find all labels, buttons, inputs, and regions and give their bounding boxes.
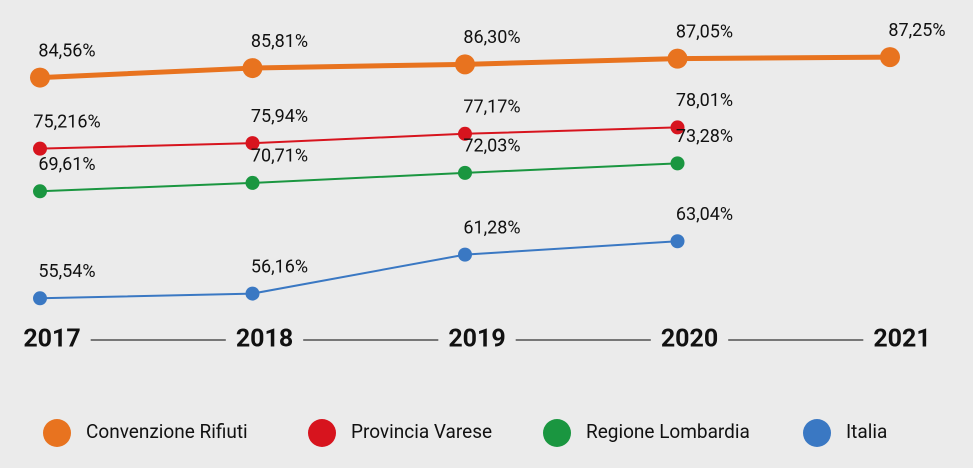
legend-label: Convenzione Rifiuti [86, 420, 248, 443]
value-label: 55,54% [38, 261, 95, 282]
data-point [33, 291, 47, 306]
legend-label: Provincia Varese [351, 420, 492, 443]
legend-marker [803, 419, 831, 447]
legend-label: Regione Lombardia [586, 420, 750, 443]
data-point [245, 175, 260, 190]
value-label: 85,81% [251, 31, 308, 52]
data-point [245, 286, 260, 301]
data-point [670, 234, 685, 249]
data-point [670, 156, 685, 171]
value-label: 84,56% [38, 40, 95, 61]
data-point [242, 58, 263, 79]
data-point [33, 184, 47, 199]
value-label: 75,94% [251, 106, 308, 127]
x-tick-label: 2021 [873, 325, 930, 354]
legend-marker [43, 419, 71, 447]
value-label: 73,28% [676, 126, 733, 147]
value-label: 56,16% [251, 256, 308, 277]
legend-label: Italia [846, 420, 887, 443]
x-tick-label: 2019 [448, 325, 505, 354]
value-label: 87,05% [676, 21, 733, 42]
data-point [458, 165, 472, 180]
value-label: 78,01% [676, 90, 733, 111]
data-point [30, 67, 50, 88]
value-label: 61,28% [463, 217, 520, 238]
x-tick-label: 2017 [23, 325, 80, 354]
value-label: 72,03% [463, 136, 520, 157]
data-point [667, 48, 688, 69]
x-tick-label: 2020 [661, 325, 718, 354]
data-point [455, 54, 475, 75]
value-label: 77,17% [463, 97, 520, 118]
x-tick-label: 2018 [236, 325, 293, 354]
data-point [670, 120, 685, 135]
value-label: 86,30% [463, 27, 520, 48]
legend-marker [543, 419, 571, 447]
series-line [39, 240, 678, 300]
series-line [39, 126, 678, 150]
data-point [458, 247, 472, 262]
value-label: 69,61% [38, 154, 95, 175]
legend-marker [308, 419, 336, 447]
data-point [245, 136, 260, 151]
value-label: 70,71% [251, 146, 308, 167]
value-label: 75,216% [33, 111, 100, 132]
value-label: 63,04% [676, 204, 733, 225]
data-point [458, 126, 472, 141]
data-point [33, 141, 47, 156]
series-line [39, 162, 678, 193]
data-point [880, 47, 900, 68]
value-label: 87,25% [888, 20, 945, 41]
